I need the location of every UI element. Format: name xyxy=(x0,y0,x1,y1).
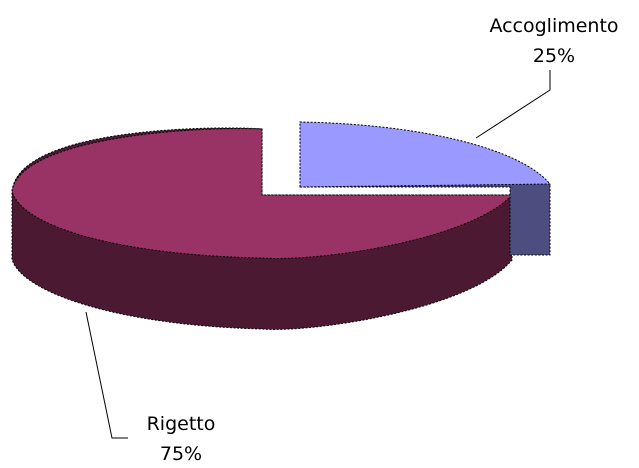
leader-line-rigetto xyxy=(85,311,128,439)
label-rigetto-name: Rigetto xyxy=(147,413,216,435)
leader-line-accoglimento xyxy=(475,70,551,139)
label-accoglimento-name: Accoglimento xyxy=(489,15,618,37)
label-rigetto-value: 75% xyxy=(160,443,202,465)
slice-rigetto xyxy=(11,127,514,330)
slice-accoglimento xyxy=(299,121,552,256)
slice-accoglimento-top xyxy=(299,121,552,188)
slice-rigetto-top xyxy=(11,128,514,259)
label-accoglimento-value: 25% xyxy=(533,45,575,67)
